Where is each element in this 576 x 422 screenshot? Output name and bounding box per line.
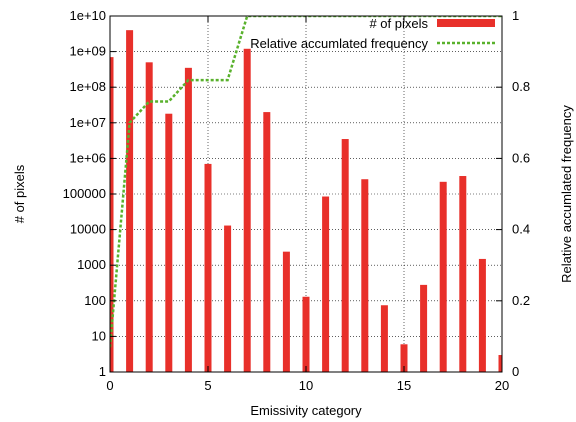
x-axis-label: Emissivity category xyxy=(250,403,362,418)
legend: # of pixels Relative accumlated frequenc… xyxy=(250,16,495,51)
y2-tick-label: 0 xyxy=(512,364,519,379)
y-axis-label: # of pixels xyxy=(12,164,27,223)
y2-axis-label: Relative accumlated frequency xyxy=(559,105,574,283)
bar xyxy=(380,305,388,372)
x-tick-label: 20 xyxy=(495,378,509,393)
y-tick-label: 1e+09 xyxy=(69,44,106,59)
x-tick-label: 10 xyxy=(299,378,313,393)
x-tick-label: 5 xyxy=(204,378,211,393)
bar xyxy=(282,251,290,372)
y2-tick-label: 0.6 xyxy=(512,150,530,165)
bar xyxy=(243,48,251,372)
legend-label-frequency: Relative accumlated frequency xyxy=(250,36,428,51)
bar xyxy=(439,181,447,372)
bar xyxy=(478,258,486,372)
y2-tick-label: 1 xyxy=(512,8,519,23)
y-tick-label: 1e+10 xyxy=(69,8,106,23)
bar xyxy=(420,284,428,372)
bar xyxy=(184,67,192,372)
y-tick-label: 1e+07 xyxy=(69,115,106,130)
bar xyxy=(224,225,232,372)
bar xyxy=(165,113,173,373)
bar xyxy=(126,30,134,373)
x-tick-label: 0 xyxy=(106,378,113,393)
bar xyxy=(400,344,408,372)
y-tick-label: 1e+06 xyxy=(69,150,106,165)
bar xyxy=(459,176,467,372)
y-tick-label: 100 xyxy=(84,293,106,308)
legend-swatch-pixels xyxy=(437,19,495,27)
bar xyxy=(322,196,330,372)
bar-series xyxy=(110,30,502,373)
legend-label-pixels: # of pixels xyxy=(369,16,428,31)
bar xyxy=(341,139,349,372)
axis-ticks xyxy=(109,15,503,373)
y-tick-label: 100000 xyxy=(63,186,106,201)
bar xyxy=(302,296,310,372)
tick-labels: 1101001000100001000001e+061e+071e+081e+0… xyxy=(63,8,530,393)
x-tick-label: 15 xyxy=(397,378,411,393)
y2-tick-label: 0.8 xyxy=(512,79,530,94)
y-tick-label: 1e+08 xyxy=(69,79,106,94)
bar xyxy=(361,179,369,372)
bar xyxy=(110,57,114,373)
y-tick-label: 10000 xyxy=(70,222,106,237)
y2-tick-label: 0.2 xyxy=(512,293,530,308)
bar xyxy=(498,355,502,372)
y2-tick-label: 0.4 xyxy=(512,222,530,237)
y-tick-label: 1 xyxy=(99,364,106,379)
bar xyxy=(204,163,212,372)
bar xyxy=(263,112,271,372)
y-tick-label: 1000 xyxy=(77,257,106,272)
y-tick-label: 10 xyxy=(92,328,106,343)
bar xyxy=(145,62,153,372)
